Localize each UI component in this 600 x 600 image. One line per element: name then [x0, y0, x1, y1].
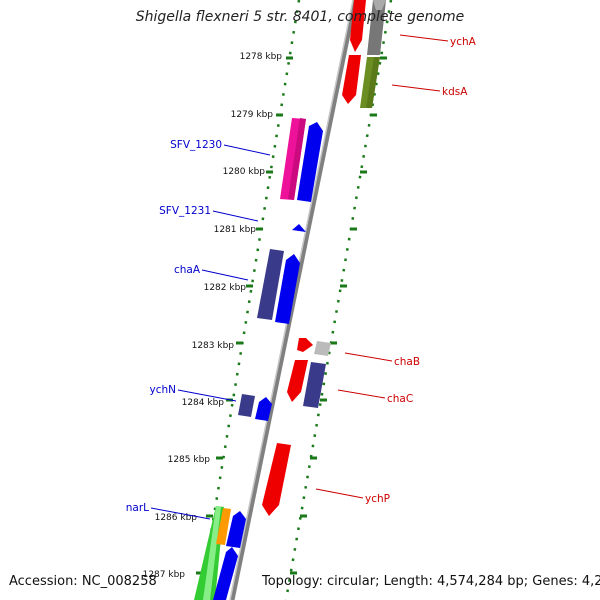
kbp-label: 1280 kbp: [223, 167, 266, 177]
gene-label-sfv1231[interactable]: SFV_1231: [159, 205, 211, 217]
gene-kdsa-red[interactable]: [342, 55, 361, 104]
leader-chac: [337, 389, 386, 399]
topology-label: Topology: circular; Length: 4,574,284 bp…: [262, 574, 600, 589]
leader-ycha: [399, 34, 449, 42]
kbp-label: 1279 kbp: [231, 110, 274, 120]
gene-ycha-gray-tip: [373, 0, 386, 10]
leader-ychp: [315, 488, 364, 499]
gene-sfv1230-magenta-shade: [288, 118, 306, 200]
gene-narl-blue-lower[interactable]: [213, 547, 238, 600]
right-strand-genes: [262, 0, 386, 516]
gene-label-ychp[interactable]: ychP: [365, 493, 390, 505]
gene-ychp-red[interactable]: [262, 443, 291, 516]
gene-chaa-blue[interactable]: [275, 254, 300, 324]
gene-kdsa-olive-shade: [366, 57, 380, 108]
gene-chab-red[interactable]: [297, 338, 313, 352]
gene-narl-blue[interactable]: [226, 511, 246, 548]
gene-label-chaa[interactable]: chaA: [174, 264, 201, 276]
left-strand-genes: [194, 118, 323, 600]
kbp-label: 1283 kbp: [192, 341, 235, 351]
gene-sfv1231-blue[interactable]: [292, 224, 306, 232]
leader-kdsa: [391, 84, 441, 92]
kbp-label: 1287 kbp: [143, 570, 186, 580]
gene-ychn-navy[interactable]: [238, 394, 255, 417]
genome-title: Shigella flexneri 5 str. 8401, complete …: [135, 9, 465, 25]
right-tick-column: [284, 0, 393, 600]
gene-narl-green-light: [203, 506, 221, 600]
leader-sfv1230: [223, 144, 271, 156]
gene-chac-navy[interactable]: [303, 362, 326, 408]
leader-sfv1231: [212, 210, 259, 222]
leader-narl: [150, 507, 211, 520]
kbp-label: 1281 kbp: [214, 225, 257, 235]
gene-narl-orange[interactable]: [216, 508, 231, 545]
leader-chab: [344, 352, 393, 362]
gene-label-ycha[interactable]: ychA: [450, 36, 477, 48]
gene-label-kdsa[interactable]: kdsA: [442, 86, 468, 98]
kbp-label: 1286 kbp: [155, 513, 198, 523]
gene-label-narl[interactable]: narL: [126, 502, 149, 514]
genome-backbone: [229, 0, 358, 600]
gene-ycha-gray[interactable]: [367, 0, 386, 55]
gene-chab-gray[interactable]: [314, 341, 331, 356]
kbp-label: 1278 kbp: [240, 52, 283, 62]
leader-ychn: [177, 389, 237, 402]
gene-label-chab[interactable]: chaB: [394, 356, 420, 368]
gene-ycha-red[interactable]: [350, 0, 366, 52]
gene-chaa-navy[interactable]: [257, 249, 284, 320]
gene-sfv1230-blue[interactable]: [297, 122, 323, 202]
kbp-label: 1284 kbp: [182, 398, 225, 408]
gene-ychn-blue[interactable]: [255, 397, 272, 421]
gene-label-chac[interactable]: chaC: [387, 393, 413, 405]
kbp-label: 1282 kbp: [204, 283, 247, 293]
accession-label: Accession: NC_008258: [9, 574, 157, 589]
gene-label-sfv1230[interactable]: SFV_1230: [170, 139, 222, 151]
kbp-label: 1285 kbp: [168, 455, 211, 465]
gene-label-ychn[interactable]: ychN: [150, 384, 177, 396]
gene-chac-red[interactable]: [287, 360, 308, 402]
leader-chaa: [201, 269, 249, 281]
